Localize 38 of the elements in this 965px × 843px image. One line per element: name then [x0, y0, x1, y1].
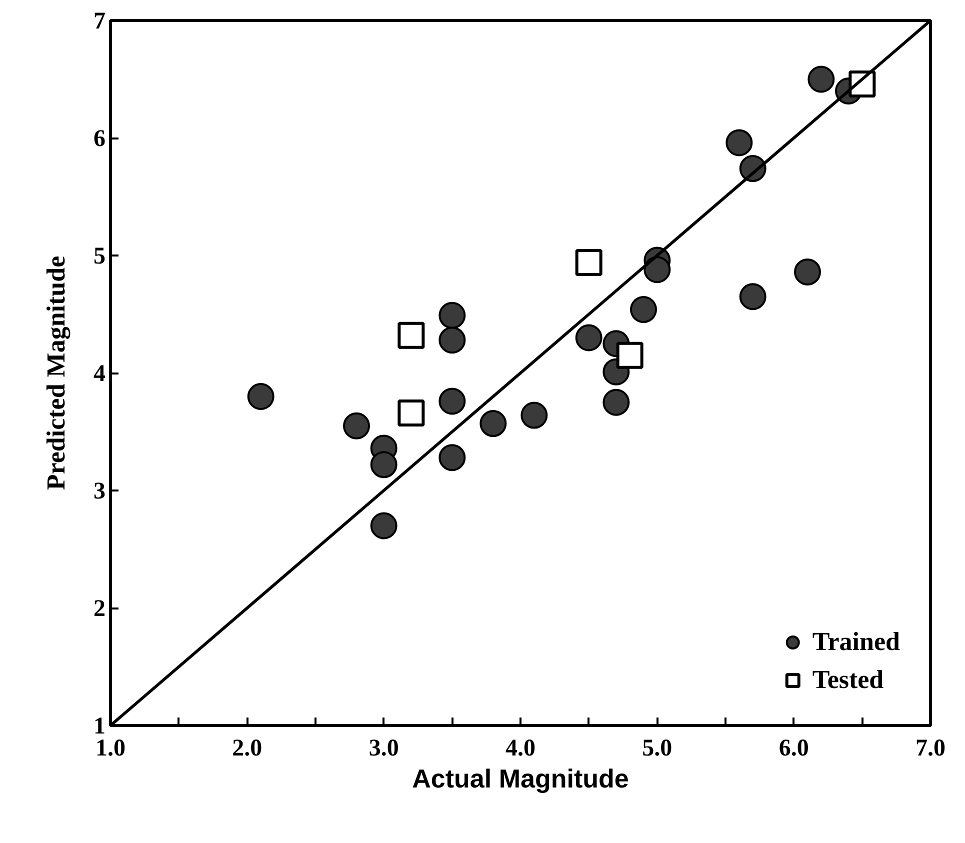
point	[480, 410, 507, 437]
x-axis-title: Actual Magnitude	[412, 764, 629, 794]
point	[343, 412, 370, 440]
point	[438, 388, 466, 415]
point	[616, 342, 644, 369]
x-tick-label: 4.0	[506, 736, 536, 762]
legend-label: Tested	[812, 665, 884, 695]
point	[739, 283, 766, 310]
point	[370, 512, 398, 540]
y-tick-label: 7	[94, 8, 106, 34]
point	[794, 258, 821, 286]
y-tick-label: 2	[94, 596, 106, 622]
point	[438, 444, 466, 472]
x-tick-label: 6.0	[778, 736, 809, 762]
point	[575, 249, 602, 276]
x-tick-label: 2.0	[232, 736, 262, 762]
point	[398, 322, 425, 349]
point	[520, 402, 548, 429]
y-tick-label: 6	[94, 126, 106, 152]
point	[726, 129, 753, 156]
x-tick-label: 3.0	[368, 736, 399, 762]
point	[630, 296, 657, 324]
x-tick-label: 5.0	[642, 736, 672, 762]
point	[644, 256, 671, 284]
legend-label: Trained	[812, 627, 900, 657]
point	[438, 302, 466, 329]
point	[398, 399, 425, 426]
x-tick-label: 7.0	[916, 736, 946, 762]
y-tick-label: 4	[94, 361, 106, 387]
point	[808, 66, 835, 93]
point	[370, 451, 398, 478]
y-tick-label: 5	[94, 244, 106, 270]
y-axis-title: Predicted Magnitude	[42, 256, 70, 490]
point	[602, 388, 630, 416]
point	[575, 324, 602, 352]
y-tick-label: 3	[94, 478, 106, 504]
point	[438, 326, 466, 354]
point	[247, 383, 274, 410]
